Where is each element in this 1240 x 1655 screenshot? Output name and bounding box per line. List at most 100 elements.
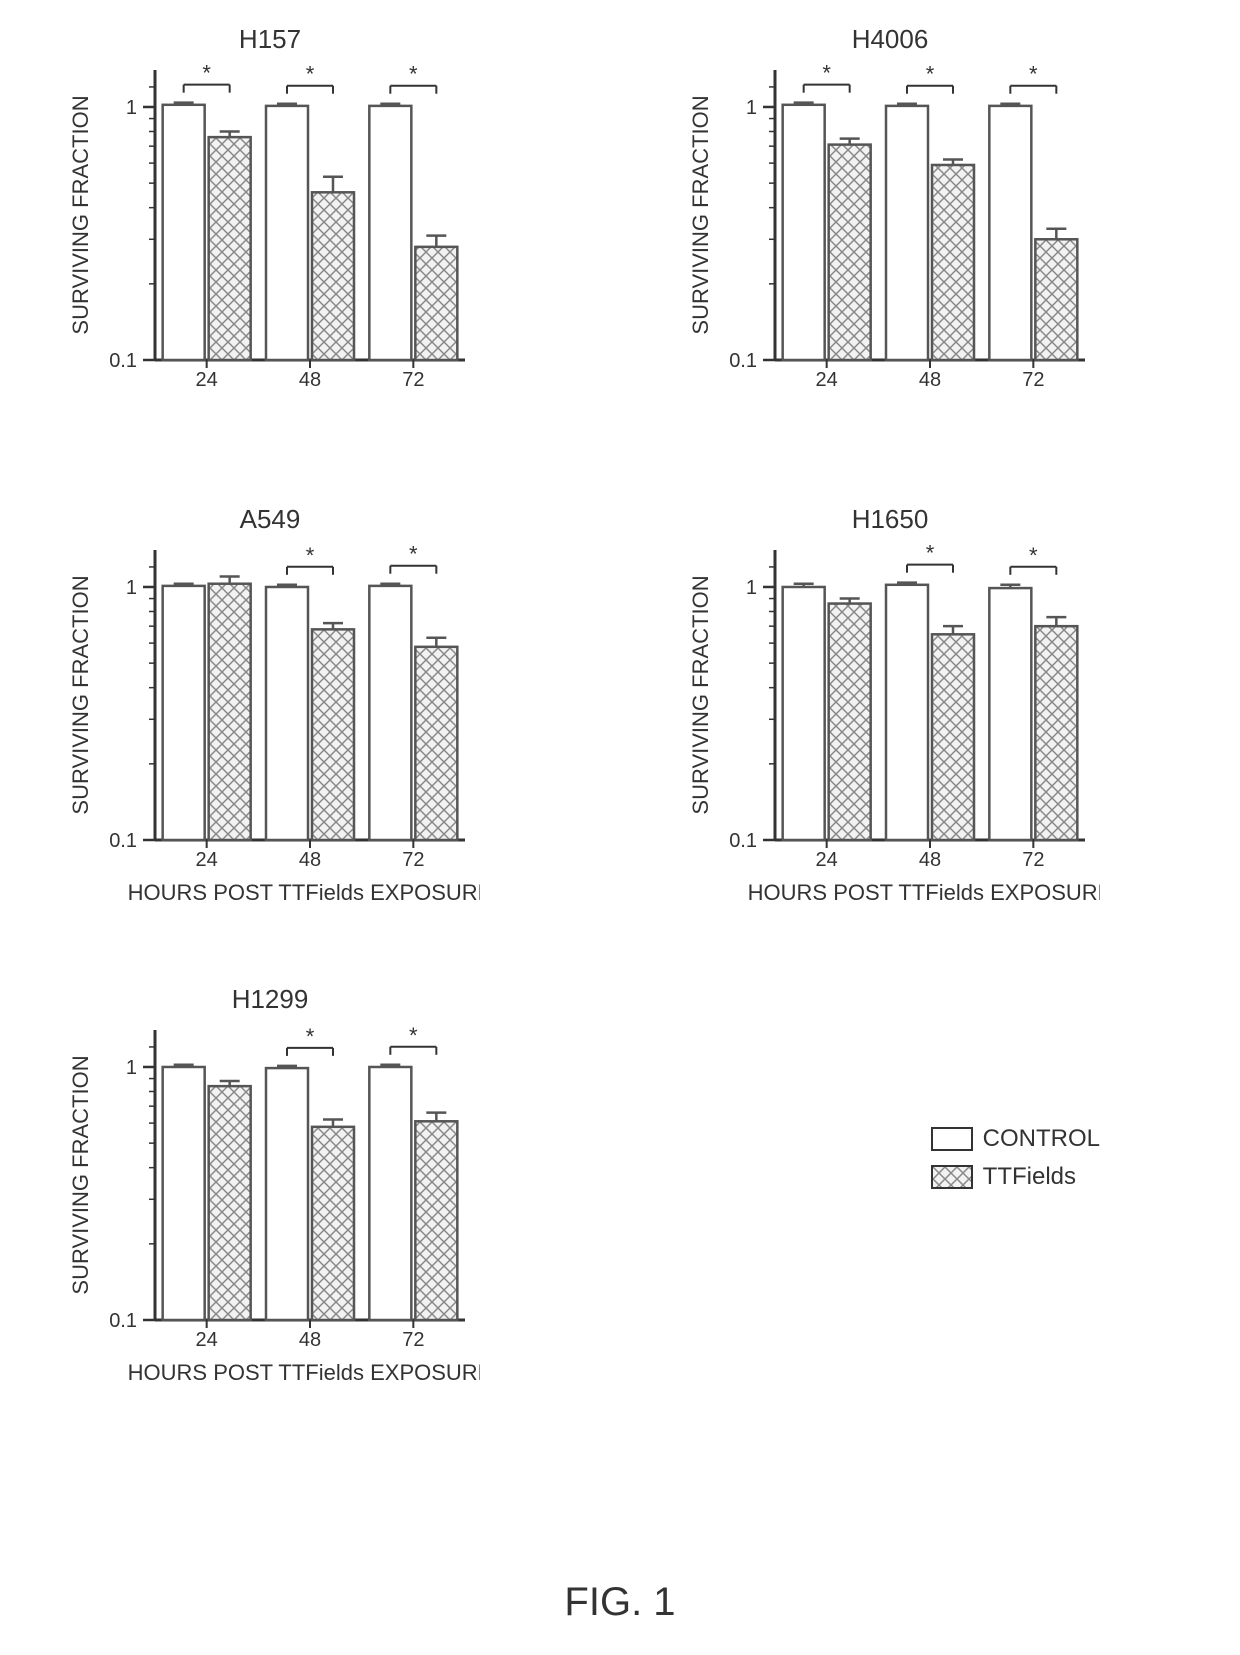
bar-control [989,588,1031,840]
significance-star: * [202,61,211,86]
y-axis-label: SURVIVING FRACTION [688,95,713,334]
significance-star: * [926,541,935,566]
x-axis-label: HOURS POST TTFields EXPOSURE [748,880,1100,905]
significance-star: * [409,1023,418,1048]
bar-ttfields [932,634,974,840]
y-tick-label: 1 [126,1057,137,1079]
x-tick-label: 24 [196,1329,218,1351]
figure-page: H157 1 0.1 SURVIVING FRACTION 24 48 72 * * *… [0,0,1240,1655]
x-tick-label: 48 [919,849,941,871]
chart-title: H157 [60,24,480,55]
x-tick-label: 24 [816,369,838,391]
chart-title: H1299 [60,984,480,1015]
significance-star: * [306,1024,315,1049]
legend-item-ttfields: TTFields [931,1163,1100,1191]
significance-star: * [1029,543,1038,568]
chart-title: H4006 [680,24,1100,55]
x-tick-label: 48 [299,849,321,871]
bar-control [783,587,825,840]
chart-panel-h1650: H1650 1 0.1 SURVIVING FRACTION 244872 **… [680,510,1100,930]
x-axis-label: HOURS POST TTFields EXPOSURE [128,1360,480,1385]
x-tick-label: 48 [299,1329,321,1351]
chart-panel-h4006: H4006 1 0.1 SURVIVING FRACTION 244872 **… [680,30,1100,450]
y-tick-label: 0.1 [109,830,137,852]
bar-control [369,1067,411,1320]
bar-control [163,105,205,360]
bar-ttfields [209,137,251,360]
y-axis-label: SURVIVING FRACTION [688,575,713,814]
x-tick-label: 24 [196,849,218,871]
significance-star: * [409,62,418,87]
x-tick-label: 72 [1022,369,1044,391]
x-tick-label: 72 [402,1329,424,1351]
y-tick-label: 0.1 [109,1310,137,1332]
bar-chart-svg: 1 0.1 SURVIVING FRACTION 24 48 72 * * HOURS… [60,510,480,930]
y-axis-label: SURVIVING FRACTION [68,575,93,814]
y-tick-label: 0.1 [729,830,757,852]
bar-control [163,586,205,840]
y-tick-label: 0.1 [109,350,137,372]
x-tick-label: 72 [1022,849,1044,871]
bar-ttfields [1035,239,1077,360]
bar-ttfields [415,1121,457,1320]
chart-panel-h157: H157 1 0.1 SURVIVING FRACTION 244872 *** [60,30,480,450]
x-tick-label: 72 [402,369,424,391]
bar-control [369,586,411,840]
y-axis-label: SURVIVING FRACTION [68,1055,93,1294]
x-tick-label: 48 [919,369,941,391]
chart-panel-h1299: H1299 1 0.1 SURVIVING FRACTION 244872 **… [60,990,480,1410]
figure-caption: FIG. 1 [0,1580,1240,1625]
bar-ttfields [209,1086,251,1320]
bar-ttfields [415,647,457,840]
x-axis-label: HOURS POST TTFields EXPOSURE [128,880,480,905]
y-tick-label: 1 [746,97,757,119]
bar-ttfields [312,192,354,360]
significance-star: * [409,542,418,567]
bar-ttfields [829,604,871,840]
bar-chart-svg: 1 0.1 SURVIVING FRACTION 24 48 72 * * * [680,30,1100,450]
legend-label-control: CONTROL [983,1125,1100,1153]
significance-star: * [306,543,315,568]
bar-chart-svg: 1 0.1 SURVIVING FRACTION 24 48 72 * * * [60,30,480,450]
significance-star: * [1029,62,1038,87]
bar-control [886,106,928,360]
chart-panel-a549: A549 1 0.1 SURVIVING FRACTION 244872 ** … [60,510,480,930]
x-tick-label: 72 [402,849,424,871]
chart-grid: H157 1 0.1 SURVIVING FRACTION 244872 ***… [60,30,1180,1410]
y-tick-label: 0.1 [729,350,757,372]
chart-title: H1650 [680,504,1100,535]
bar-chart-svg: 1 0.1 SURVIVING FRACTION 24 48 72 * * HOURS… [60,990,480,1410]
x-tick-label: 24 [196,369,218,391]
significance-star: * [926,62,935,87]
bar-ttfields [415,247,457,360]
bar-ttfields [932,165,974,360]
y-tick-label: 1 [126,97,137,119]
bar-control [989,106,1031,360]
y-axis-label: SURVIVING FRACTION [68,95,93,334]
legend-swatch-control [931,1127,973,1151]
significance-star: * [822,61,831,86]
y-tick-label: 1 [746,577,757,599]
legend-item-control: CONTROL [931,1125,1100,1153]
bar-control [266,587,308,840]
bar-control [783,105,825,360]
bar-control [266,1068,308,1320]
bar-control [886,585,928,840]
bar-ttfields [1035,626,1077,840]
bar-control [163,1067,205,1320]
y-tick-label: 1 [126,577,137,599]
bar-control [266,106,308,360]
legend: CONTROL TTFields [931,1125,1100,1201]
bar-chart-svg: 1 0.1 SURVIVING FRACTION 24 48 72 * * HOURS… [680,510,1100,930]
chart-title: A549 [60,504,480,535]
legend-swatch-ttfields [931,1165,973,1189]
significance-star: * [306,62,315,87]
bar-ttfields [312,629,354,840]
x-tick-label: 24 [816,849,838,871]
x-tick-label: 48 [299,369,321,391]
bar-ttfields [829,145,871,360]
legend-label-ttfields: TTFields [983,1163,1076,1191]
bar-ttfields [209,584,251,840]
bar-ttfields [312,1127,354,1320]
bar-control [369,106,411,360]
